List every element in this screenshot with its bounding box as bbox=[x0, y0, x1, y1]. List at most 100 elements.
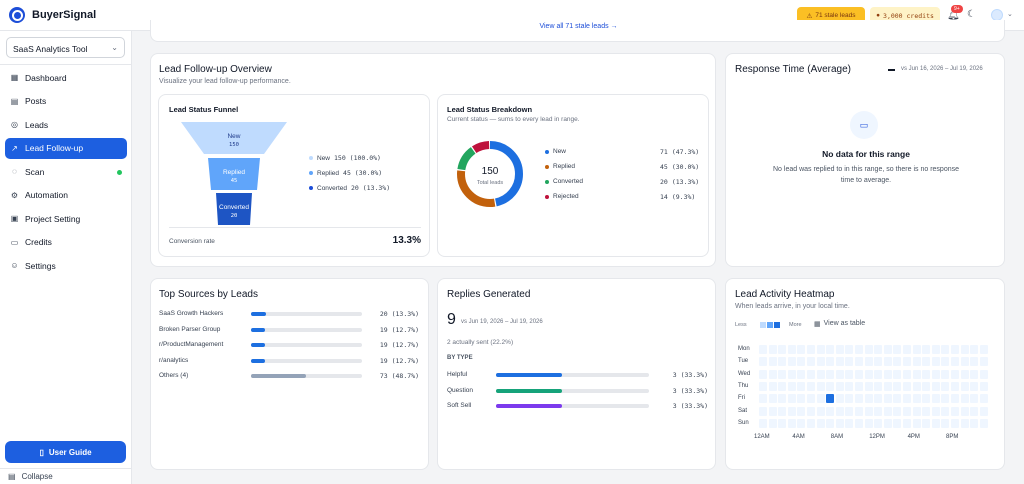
heatmap-cell[interactable] bbox=[845, 381, 854, 391]
sidebar-item-project-setting[interactable]: ▣ Project Setting bbox=[5, 208, 127, 229]
heatmap-cell[interactable] bbox=[941, 394, 950, 404]
heatmap-cell[interactable] bbox=[855, 369, 863, 379]
heatmap-cell[interactable] bbox=[864, 357, 873, 367]
heatmap-cell[interactable] bbox=[787, 394, 796, 404]
heatmap-cell[interactable] bbox=[797, 381, 806, 391]
heatmap-cell[interactable] bbox=[893, 357, 902, 367]
heatmap-cell[interactable] bbox=[778, 345, 787, 354]
heatmap-cell[interactable] bbox=[855, 418, 863, 428]
heatmap-cell[interactable] bbox=[941, 345, 950, 354]
heatmap-cell[interactable] bbox=[797, 418, 806, 428]
heatmap-cell[interactable] bbox=[883, 381, 892, 391]
sidebar-item-leads[interactable]: ◎ Leads bbox=[5, 114, 127, 135]
heatmap-cell[interactable] bbox=[768, 369, 777, 379]
heatmap-cell[interactable] bbox=[874, 394, 883, 404]
heatmap-cell[interactable] bbox=[893, 418, 902, 428]
heatmap-cell-active[interactable] bbox=[826, 394, 835, 404]
heatmap-cell[interactable] bbox=[874, 369, 883, 379]
heatmap-cell[interactable] bbox=[787, 406, 796, 416]
heatmap-cell[interactable] bbox=[951, 345, 959, 354]
heatmap-cell[interactable] bbox=[893, 345, 902, 354]
heatmap-cell[interactable] bbox=[903, 394, 911, 404]
sidebar-item-posts[interactable]: ▤ Posts bbox=[5, 91, 127, 112]
project-select[interactable]: SaaS Analytics Tool ⌄ bbox=[6, 37, 125, 58]
heatmap-cell[interactable] bbox=[893, 406, 902, 416]
heatmap-cell[interactable] bbox=[883, 406, 892, 416]
heatmap-cell[interactable] bbox=[787, 357, 796, 367]
heatmap-cell[interactable] bbox=[807, 357, 815, 367]
heatmap-cell[interactable] bbox=[912, 418, 921, 428]
heatmap-cell[interactable] bbox=[816, 381, 825, 391]
heatmap-cell[interactable] bbox=[931, 345, 940, 354]
heatmap-cell[interactable] bbox=[903, 369, 911, 379]
heatmap-cell[interactable] bbox=[883, 369, 892, 379]
heatmap-cell[interactable] bbox=[912, 369, 921, 379]
heatmap-cell[interactable] bbox=[778, 381, 787, 391]
heatmap-cell[interactable] bbox=[768, 357, 777, 367]
heatmap-cell[interactable] bbox=[816, 357, 825, 367]
heatmap-cell[interactable] bbox=[826, 381, 835, 391]
heatmap-cell[interactable] bbox=[951, 381, 959, 391]
heatmap-cell[interactable] bbox=[960, 394, 969, 404]
heatmap-cell[interactable] bbox=[941, 357, 950, 367]
sidebar-item-settings[interactable]: ☺ Settings bbox=[5, 255, 127, 276]
heatmap-cell[interactable] bbox=[960, 381, 969, 391]
heatmap-cell[interactable] bbox=[931, 381, 940, 391]
heatmap-cell[interactable] bbox=[759, 394, 767, 404]
heatmap-cell[interactable] bbox=[864, 381, 873, 391]
heatmap-cell[interactable] bbox=[922, 394, 931, 404]
heatmap-cell[interactable] bbox=[979, 406, 988, 416]
heatmap-cell[interactable] bbox=[759, 381, 767, 391]
heatmap-cell[interactable] bbox=[874, 381, 883, 391]
heatmap-cell[interactable] bbox=[951, 394, 959, 404]
brand-name[interactable]: BuyerSignal bbox=[32, 9, 97, 21]
heatmap-cell[interactable] bbox=[845, 418, 854, 428]
heatmap-cell[interactable] bbox=[855, 345, 863, 354]
heatmap-cell[interactable] bbox=[807, 418, 815, 428]
credits-button[interactable]: ● 3,000 credits bbox=[870, 7, 940, 24]
heatmap-cell[interactable] bbox=[979, 418, 988, 428]
heatmap-cell[interactable] bbox=[874, 418, 883, 428]
heatmap-cell[interactable] bbox=[816, 418, 825, 428]
heatmap-cell[interactable] bbox=[970, 357, 979, 367]
heatmap-cell[interactable] bbox=[778, 406, 787, 416]
heatmap-cell[interactable] bbox=[826, 418, 835, 428]
heatmap-cell[interactable] bbox=[864, 406, 873, 416]
heatmap-cell[interactable] bbox=[787, 369, 796, 379]
heatmap-cell[interactable] bbox=[787, 418, 796, 428]
heatmap-cell[interactable] bbox=[845, 369, 854, 379]
sidebar-item-credits[interactable]: ▭ Credits bbox=[5, 232, 127, 253]
heatmap-cell[interactable] bbox=[855, 381, 863, 391]
heatmap-cell[interactable] bbox=[826, 345, 835, 354]
heatmap-cell[interactable] bbox=[845, 394, 854, 404]
heatmap-cell[interactable] bbox=[816, 406, 825, 416]
heatmap-cell[interactable] bbox=[768, 418, 777, 428]
heatmap-cell[interactable] bbox=[951, 357, 959, 367]
heatmap-cell[interactable] bbox=[835, 369, 844, 379]
heatmap-cell[interactable] bbox=[807, 369, 815, 379]
heatmap-cell[interactable] bbox=[874, 357, 883, 367]
heatmap-cell[interactable] bbox=[893, 381, 902, 391]
heatmap-cell[interactable] bbox=[816, 369, 825, 379]
heatmap-cell[interactable] bbox=[768, 394, 777, 404]
heatmap-cell[interactable] bbox=[826, 357, 835, 367]
heatmap-cell[interactable] bbox=[979, 357, 988, 367]
view-stale-leads-link[interactable]: View all 71 stale leads → bbox=[539, 23, 618, 30]
heatmap-cell[interactable] bbox=[864, 394, 873, 404]
heatmap-cell[interactable] bbox=[903, 381, 911, 391]
heatmap-cell[interactable] bbox=[835, 406, 844, 416]
heatmap-cell[interactable] bbox=[979, 345, 988, 354]
view-as-table-button[interactable]: ▦ View as table bbox=[814, 320, 865, 328]
heatmap-cell[interactable] bbox=[931, 369, 940, 379]
heatmap-cell[interactable] bbox=[759, 418, 767, 428]
heatmap-cell[interactable] bbox=[787, 381, 796, 391]
heatmap-cell[interactable] bbox=[912, 394, 921, 404]
heatmap-cell[interactable] bbox=[778, 357, 787, 367]
heatmap-cell[interactable] bbox=[970, 369, 979, 379]
heatmap-cell[interactable] bbox=[845, 357, 854, 367]
heatmap-cell[interactable] bbox=[835, 381, 844, 391]
heatmap-cell[interactable] bbox=[759, 357, 767, 367]
heatmap-cell[interactable] bbox=[922, 418, 931, 428]
heatmap-cell[interactable] bbox=[797, 406, 806, 416]
heatmap-cell[interactable] bbox=[903, 406, 911, 416]
